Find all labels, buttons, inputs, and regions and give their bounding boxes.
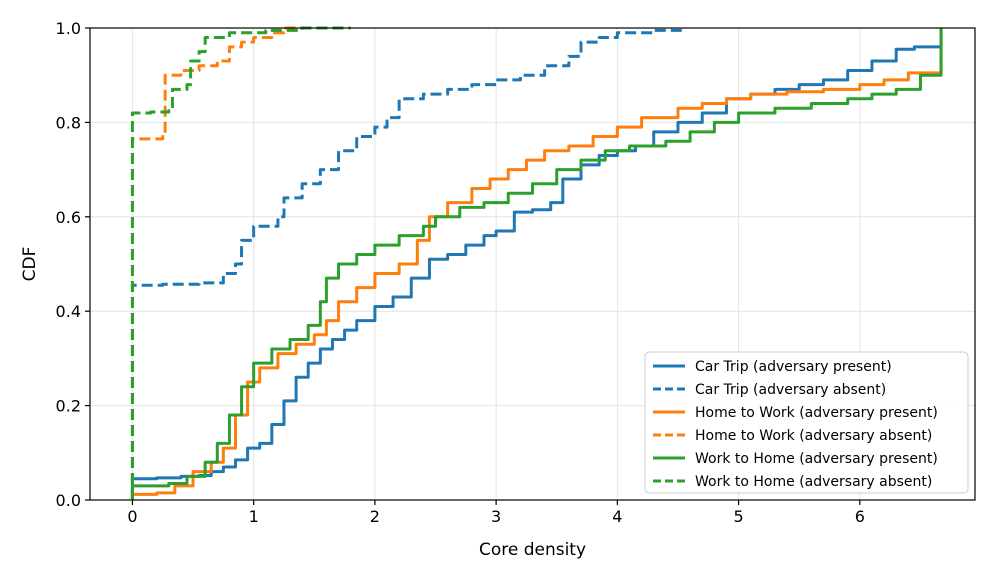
- x-tick-label: 4: [612, 507, 622, 526]
- y-tick-label: 0.2: [56, 397, 81, 416]
- x-tick-label: 3: [491, 507, 501, 526]
- y-tick-label: 1.0: [56, 19, 81, 38]
- legend-label: Car Trip (adversary present): [695, 359, 892, 375]
- x-tick-label: 2: [370, 507, 380, 526]
- legend: Car Trip (adversary present) Car Trip (ad…: [644, 351, 969, 494]
- x-tick-label: 1: [249, 507, 259, 526]
- y-tick-label: 0.4: [56, 302, 81, 321]
- series-line-6: [130, 26, 351, 500]
- y-tick-label: 0.0: [56, 491, 81, 510]
- x-tick-label: 5: [734, 507, 744, 526]
- y-tick-label: 0.6: [56, 208, 81, 227]
- series-line-5: [130, 28, 943, 500]
- x-tick-label: 0: [127, 507, 137, 526]
- legend-label: Home to Work (adversary absent): [695, 428, 932, 444]
- legend-label: Work to Home (adversary present): [695, 451, 938, 467]
- x-axis-label: Core density: [479, 540, 586, 560]
- legend-label: Car Trip (adversary absent): [695, 382, 886, 398]
- x-tick-label: 6: [855, 507, 865, 526]
- plot-frame: [89, 27, 976, 501]
- series-lines: [130, 26, 943, 500]
- series-line-2: [130, 28, 686, 500]
- y-axis-label: CDF: [20, 247, 40, 282]
- legend-box: [644, 351, 969, 494]
- y-tick-label: 0.8: [56, 113, 81, 132]
- legend-label: Home to Work (adversary present): [695, 405, 938, 421]
- series-line-1: [130, 28, 943, 500]
- legend-label: Work to Home (adversary absent): [695, 474, 932, 490]
- ticks: 0 1 2 3 4 5 6 0.0 0.2 0.4 0.6 0.8 1.0: [56, 19, 865, 526]
